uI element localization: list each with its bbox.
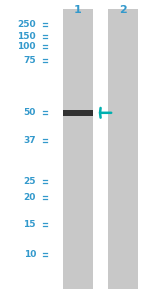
Text: 20: 20 — [24, 193, 36, 202]
Text: 75: 75 — [23, 56, 36, 64]
Bar — [108, 9, 138, 289]
Text: 37: 37 — [23, 136, 36, 144]
Text: 150: 150 — [17, 32, 36, 41]
Text: 50: 50 — [24, 108, 36, 117]
Text: 1: 1 — [74, 5, 82, 15]
Text: 15: 15 — [24, 220, 36, 229]
Text: 2: 2 — [119, 5, 127, 15]
Text: 10: 10 — [24, 251, 36, 259]
Text: 25: 25 — [24, 177, 36, 186]
Text: 100: 100 — [18, 42, 36, 51]
Text: 250: 250 — [17, 21, 36, 29]
Bar — [63, 110, 93, 116]
Bar — [63, 9, 93, 289]
